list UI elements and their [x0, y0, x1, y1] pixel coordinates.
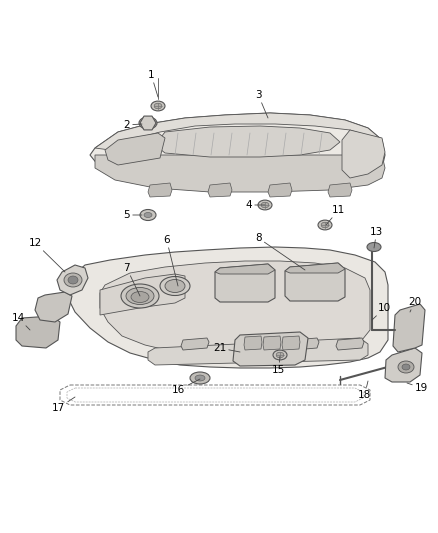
Ellipse shape — [398, 361, 414, 373]
Polygon shape — [35, 292, 72, 322]
Polygon shape — [16, 316, 60, 348]
Text: 10: 10 — [372, 303, 391, 320]
Text: 5: 5 — [124, 210, 142, 220]
Text: 2: 2 — [124, 120, 142, 130]
Polygon shape — [393, 304, 425, 352]
Polygon shape — [282, 336, 300, 350]
Ellipse shape — [258, 200, 272, 210]
Polygon shape — [244, 336, 262, 350]
Ellipse shape — [144, 213, 152, 217]
Ellipse shape — [140, 209, 156, 221]
Ellipse shape — [160, 277, 190, 295]
Polygon shape — [263, 336, 281, 350]
Polygon shape — [285, 263, 345, 273]
Polygon shape — [57, 265, 88, 295]
Text: 20: 20 — [408, 297, 421, 312]
Text: 7: 7 — [124, 263, 140, 296]
Ellipse shape — [321, 222, 329, 228]
Polygon shape — [90, 113, 385, 189]
Polygon shape — [100, 274, 185, 315]
Text: 16: 16 — [172, 379, 200, 395]
Polygon shape — [95, 113, 382, 150]
Polygon shape — [342, 130, 385, 178]
Polygon shape — [95, 155, 385, 192]
Text: 8: 8 — [255, 233, 305, 270]
Polygon shape — [148, 338, 368, 365]
Polygon shape — [181, 338, 209, 350]
Text: 15: 15 — [272, 356, 285, 375]
Polygon shape — [100, 261, 370, 356]
Polygon shape — [385, 348, 422, 382]
Text: 14: 14 — [12, 313, 30, 330]
Ellipse shape — [126, 287, 154, 304]
Ellipse shape — [139, 117, 157, 129]
Text: 18: 18 — [358, 381, 371, 400]
Polygon shape — [68, 247, 388, 368]
Polygon shape — [291, 338, 319, 350]
Polygon shape — [215, 264, 275, 274]
Polygon shape — [215, 264, 275, 302]
Ellipse shape — [318, 220, 332, 230]
Text: 21: 21 — [213, 343, 240, 353]
Polygon shape — [148, 183, 172, 197]
Ellipse shape — [367, 243, 381, 252]
Polygon shape — [336, 338, 364, 350]
Ellipse shape — [151, 101, 165, 111]
Ellipse shape — [131, 292, 149, 303]
Ellipse shape — [190, 372, 210, 384]
Text: 3: 3 — [255, 90, 268, 118]
Text: 13: 13 — [370, 227, 383, 248]
Text: 11: 11 — [326, 205, 345, 225]
Polygon shape — [105, 133, 165, 165]
Text: 4: 4 — [245, 200, 265, 210]
Polygon shape — [285, 263, 345, 301]
Ellipse shape — [165, 279, 185, 293]
Polygon shape — [236, 338, 264, 350]
Ellipse shape — [121, 284, 159, 308]
Polygon shape — [268, 183, 292, 197]
Ellipse shape — [68, 276, 78, 284]
Text: 6: 6 — [163, 235, 178, 286]
Ellipse shape — [276, 352, 284, 358]
Text: 17: 17 — [52, 397, 75, 413]
Ellipse shape — [64, 273, 82, 287]
Polygon shape — [328, 183, 352, 197]
Ellipse shape — [154, 103, 162, 109]
Polygon shape — [208, 183, 232, 197]
Ellipse shape — [195, 375, 205, 381]
Ellipse shape — [261, 202, 269, 208]
Text: 1: 1 — [148, 70, 158, 97]
Ellipse shape — [273, 350, 287, 360]
Polygon shape — [155, 126, 340, 157]
Text: 19: 19 — [407, 383, 428, 393]
Polygon shape — [233, 332, 308, 366]
Text: 12: 12 — [29, 238, 65, 272]
Ellipse shape — [402, 364, 410, 370]
